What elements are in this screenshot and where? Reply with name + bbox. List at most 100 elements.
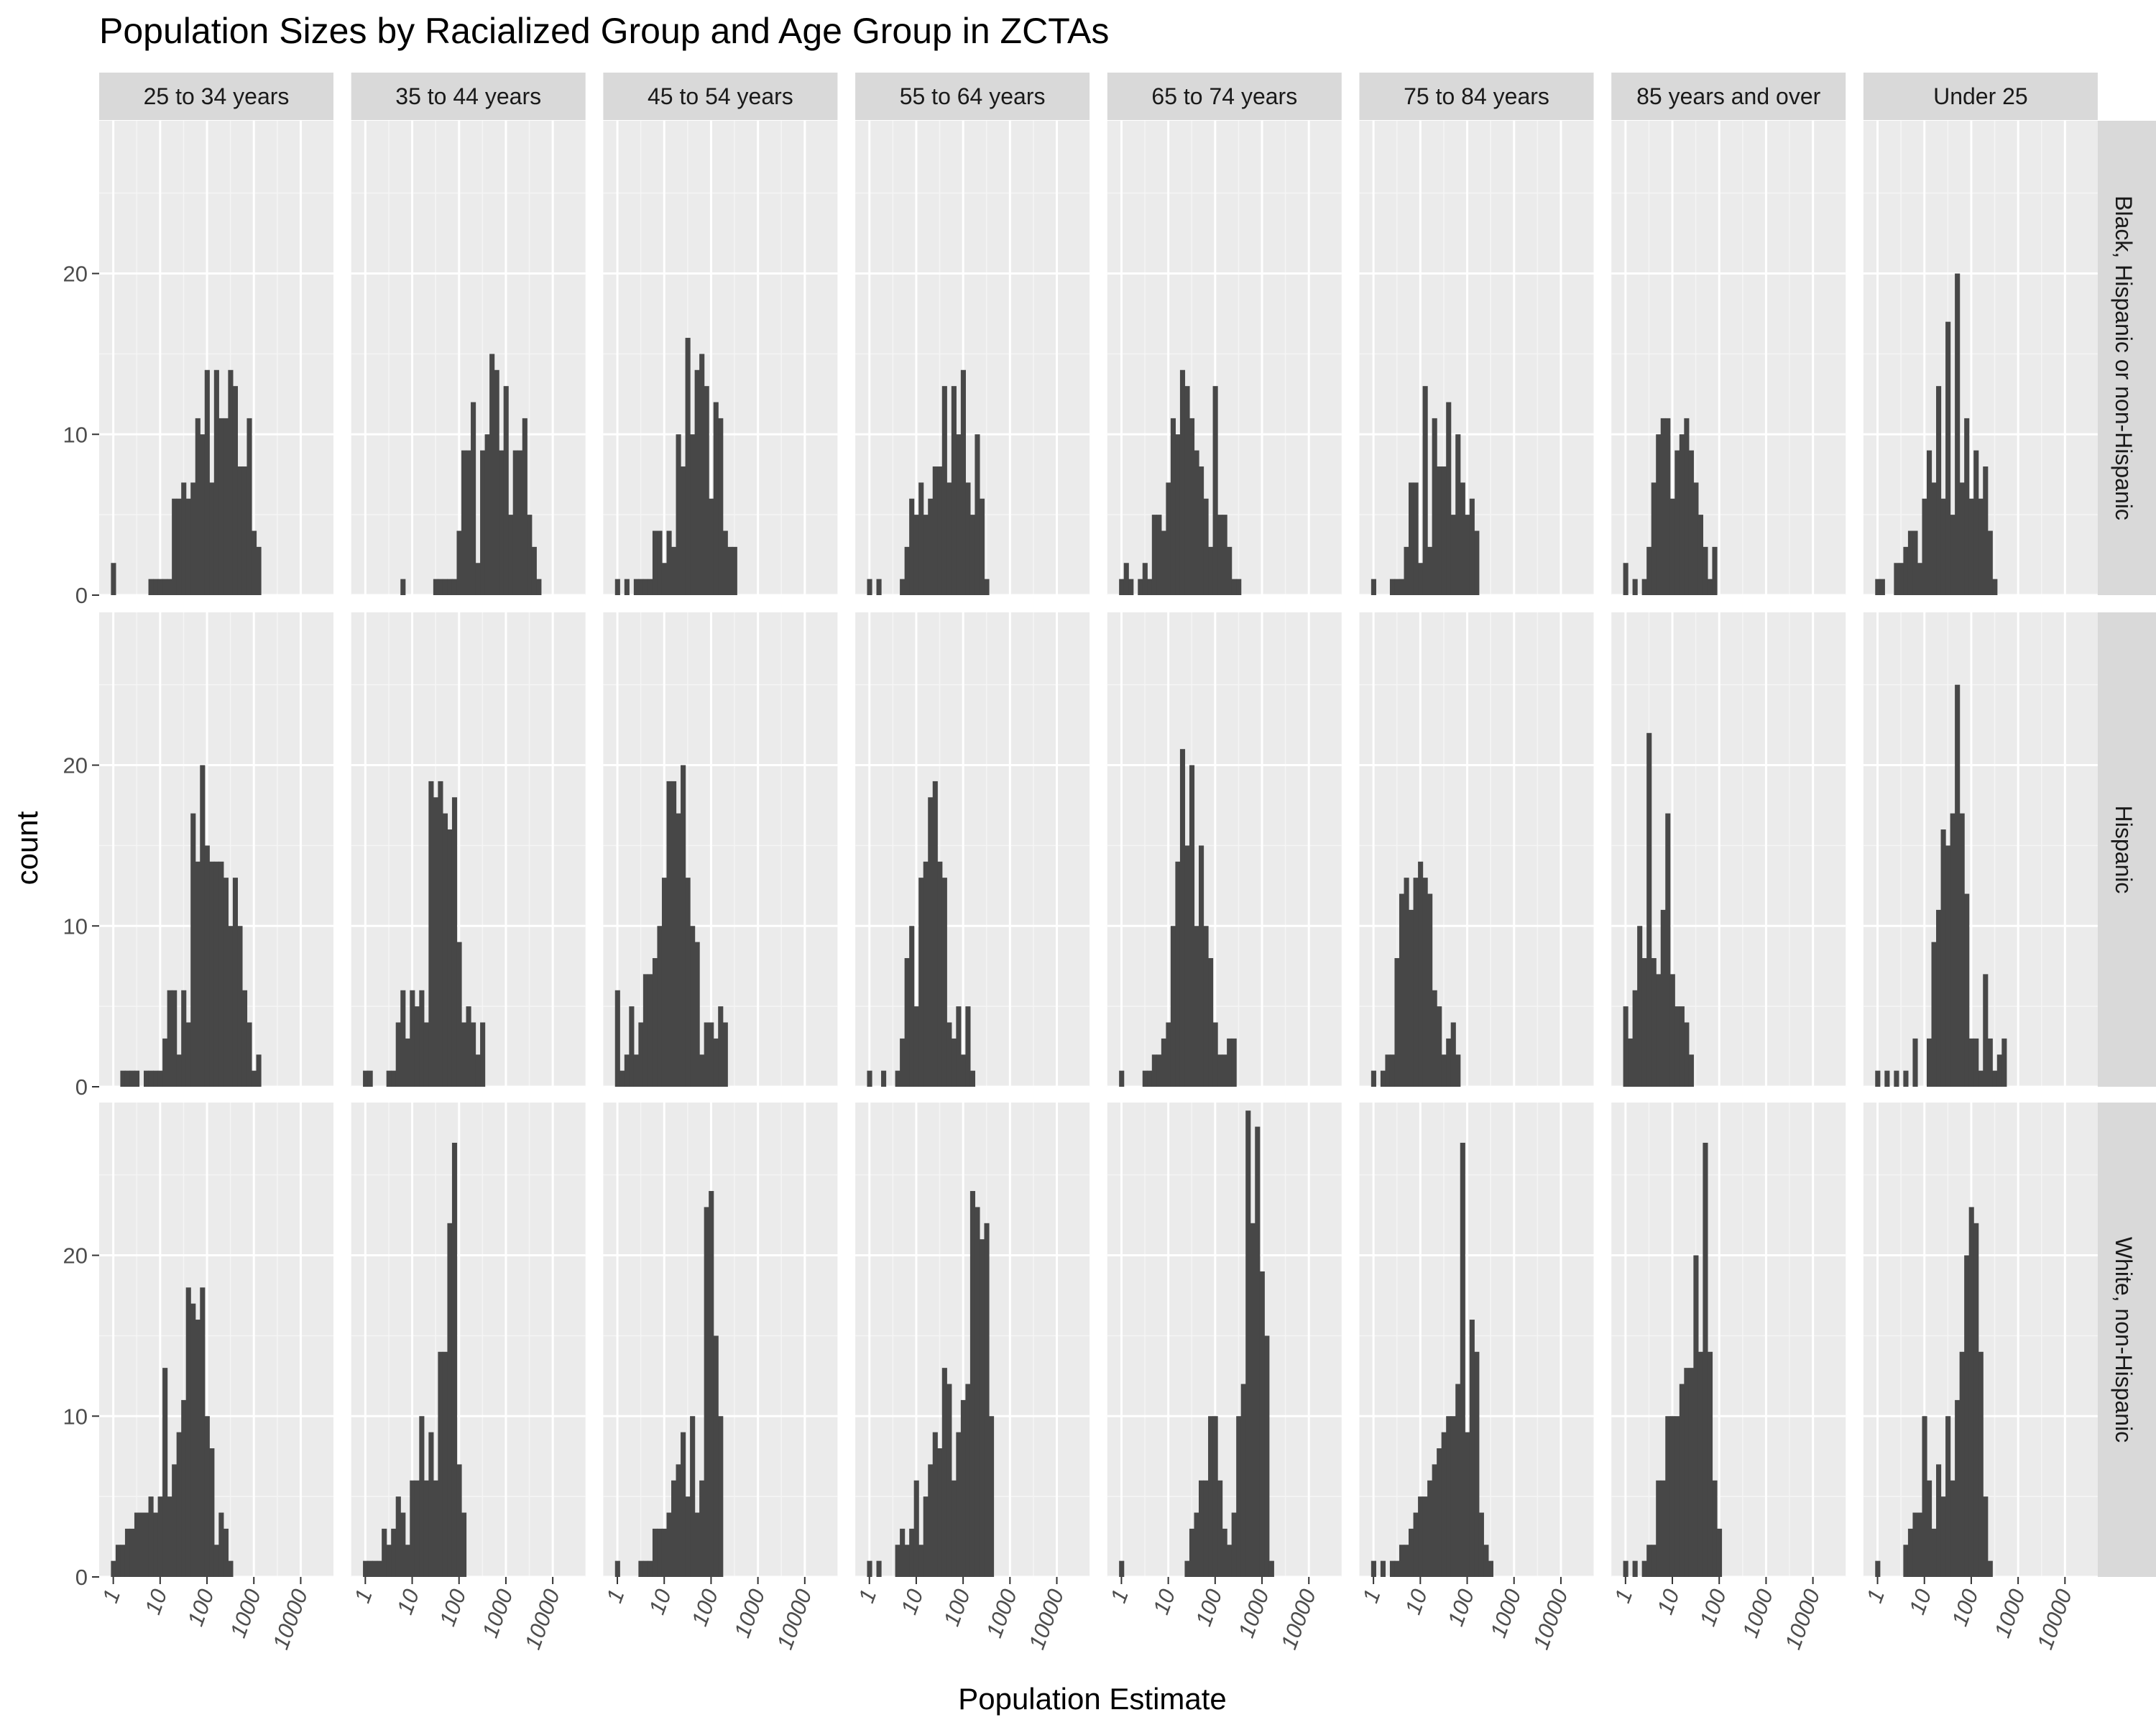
histogram-bar bbox=[1646, 546, 1652, 595]
histogram-bar bbox=[1641, 579, 1647, 595]
histogram-bar bbox=[923, 861, 929, 1087]
histogram-bar bbox=[718, 1416, 724, 1577]
histogram-bar bbox=[709, 498, 714, 595]
histogram-bar bbox=[1983, 1496, 1989, 1577]
histogram-bar bbox=[1684, 418, 1690, 595]
column-strip-label: 85 years and over bbox=[1636, 83, 1821, 109]
histogram-bar bbox=[157, 1496, 163, 1577]
histogram-bar bbox=[1465, 1432, 1470, 1577]
histogram-bar bbox=[932, 781, 938, 1087]
histogram-bar bbox=[1208, 958, 1214, 1087]
column-strip-label: 55 to 64 years bbox=[900, 83, 1046, 109]
histogram-bar bbox=[904, 1545, 910, 1577]
histogram-bar bbox=[120, 1545, 126, 1577]
histogram-bar bbox=[1394, 579, 1400, 595]
histogram-bar bbox=[1894, 1070, 1899, 1087]
histogram-bar bbox=[471, 1022, 476, 1087]
histogram-bar bbox=[1973, 1038, 1979, 1087]
histogram-bar bbox=[1488, 1560, 1493, 1577]
histogram-bar bbox=[1656, 1480, 1662, 1577]
histogram-bar bbox=[1245, 1110, 1251, 1577]
histogram-bar bbox=[661, 563, 668, 595]
histogram-bar bbox=[900, 1528, 906, 1577]
histogram-bar bbox=[690, 1416, 696, 1577]
histogram-bar bbox=[1623, 563, 1628, 595]
histogram-bar bbox=[1203, 498, 1209, 595]
histogram-bar bbox=[508, 515, 514, 595]
histogram-bar bbox=[1669, 498, 1675, 595]
histogram-bar bbox=[438, 579, 443, 595]
histogram-bar bbox=[213, 369, 219, 595]
x-tick-label: 1 bbox=[602, 1586, 630, 1606]
histogram-bar bbox=[1646, 1545, 1652, 1577]
histogram-bar bbox=[410, 990, 415, 1087]
histogram-bar bbox=[1955, 684, 1961, 1087]
histogram-bar bbox=[671, 781, 677, 1087]
histogram-bar bbox=[1441, 1432, 1447, 1577]
histogram-bar bbox=[1255, 1126, 1261, 1577]
histogram-bar bbox=[1227, 1038, 1233, 1087]
column-strip-label: 45 to 54 years bbox=[648, 83, 793, 109]
histogram-bar bbox=[1437, 1448, 1442, 1577]
histogram-bar bbox=[228, 926, 234, 1087]
histogram-bar bbox=[648, 974, 653, 1087]
histogram-bar bbox=[1964, 418, 1970, 595]
histogram-bar bbox=[895, 1545, 900, 1577]
row-strip-label: Hispanic bbox=[2111, 806, 2137, 894]
histogram-bar bbox=[713, 402, 719, 595]
histogram-bar bbox=[923, 515, 929, 595]
histogram-bar bbox=[190, 482, 196, 595]
histogram-bar bbox=[951, 386, 957, 595]
histogram-bar bbox=[690, 926, 696, 1087]
histogram-bar bbox=[1978, 498, 1984, 595]
histogram-bar bbox=[1460, 1142, 1465, 1577]
histogram-bar bbox=[918, 482, 924, 595]
histogram-bar bbox=[1926, 1038, 1932, 1087]
histogram-bar bbox=[172, 1464, 178, 1577]
histogram-bar bbox=[480, 1022, 486, 1087]
histogram-bar bbox=[129, 1528, 135, 1577]
histogram-bar bbox=[956, 1432, 962, 1577]
column-strip-label: 25 to 34 years bbox=[144, 83, 290, 109]
histogram-bar bbox=[1922, 498, 1927, 595]
histogram-bar bbox=[732, 546, 737, 595]
x-tick-label: 10000 bbox=[1024, 1586, 1069, 1652]
histogram-bar bbox=[386, 1070, 392, 1087]
histogram-bar bbox=[124, 1528, 131, 1577]
histogram-bar bbox=[1450, 1416, 1456, 1577]
histogram-bar bbox=[1483, 1545, 1489, 1577]
histogram-bar bbox=[1194, 1512, 1199, 1577]
histogram-bar bbox=[204, 1416, 210, 1577]
histogram-bar bbox=[400, 990, 406, 1087]
histogram-bar bbox=[1940, 829, 1946, 1087]
histogram-bar bbox=[1418, 861, 1424, 1087]
histogram-bar bbox=[1399, 893, 1405, 1087]
histogram-bar bbox=[494, 369, 499, 595]
histogram-bar bbox=[666, 1512, 672, 1577]
x-tick-label: 1 bbox=[1105, 1586, 1133, 1606]
histogram-bar bbox=[1460, 482, 1465, 595]
histogram-bar bbox=[129, 1070, 135, 1087]
histogram-bar bbox=[1217, 1480, 1223, 1577]
facet-panel bbox=[855, 612, 1090, 1088]
histogram-bar bbox=[162, 1038, 168, 1087]
histogram-bar bbox=[471, 402, 476, 595]
histogram-bar bbox=[1189, 418, 1195, 595]
histogram-bar bbox=[937, 1448, 943, 1577]
x-tick-label: 1000 bbox=[729, 1586, 770, 1641]
histogram-bar bbox=[536, 579, 542, 595]
histogram-bar bbox=[638, 1022, 644, 1087]
histogram-bar bbox=[1922, 1416, 1927, 1577]
column-strip bbox=[1863, 73, 2098, 120]
panel-background bbox=[1611, 121, 1846, 595]
histogram-bar bbox=[638, 1560, 644, 1577]
histogram-bar bbox=[148, 579, 154, 595]
histogram-bar bbox=[1478, 1512, 1484, 1577]
histogram-bar bbox=[661, 1528, 668, 1577]
facet-panel bbox=[1611, 121, 1846, 597]
histogram-bar bbox=[414, 1480, 420, 1577]
histogram-bar bbox=[1203, 1480, 1209, 1577]
column-strip bbox=[99, 73, 333, 120]
column-strip-label: 35 to 44 years bbox=[395, 83, 541, 109]
histogram-bar bbox=[1884, 1070, 1890, 1087]
